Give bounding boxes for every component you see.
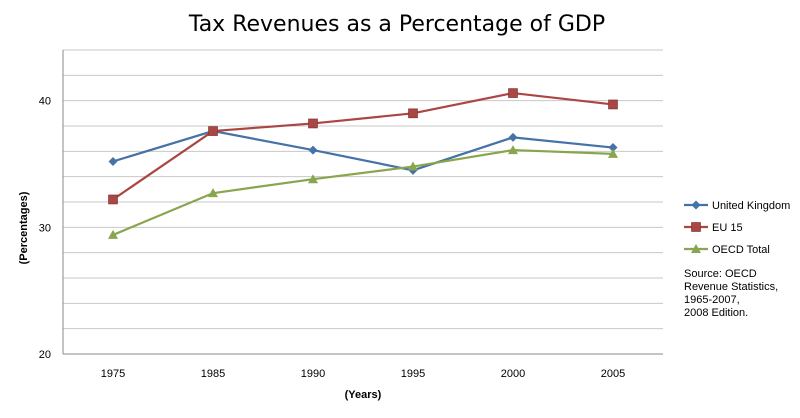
- legend-marker: [691, 222, 701, 232]
- y-tick-label: 40: [39, 96, 51, 108]
- legend-marker: [691, 200, 701, 210]
- data-point-eu-15: [508, 88, 518, 98]
- x-tick-label: 1990: [301, 368, 325, 380]
- data-point-united-kingdom: [508, 132, 518, 142]
- y-axis-label: (Percentages): [18, 191, 30, 264]
- x-tick-label: 2000: [501, 368, 525, 380]
- chart-title: Tax Revenues as a Percentage of GDP: [188, 12, 605, 37]
- data-point-eu-15: [208, 126, 218, 136]
- series-line-united-kingdom: [112, 129, 614, 172]
- data-point-oecd-total: [308, 174, 318, 184]
- series-line-eu-15: [112, 91, 614, 201]
- grid: [62, 49, 663, 355]
- data-point-oecd-total: [108, 229, 118, 239]
- x-tick-label: 1985: [201, 368, 225, 380]
- y-tick-label: 30: [39, 222, 51, 234]
- data-point-eu-15: [608, 99, 618, 110]
- legend-label: OECD Total: [712, 244, 770, 256]
- legend: United Kingdom EU 15 OECD Total: [684, 200, 790, 256]
- y-tick-label: 20: [39, 349, 51, 361]
- x-tick-label: 1995: [401, 368, 425, 380]
- y-ticks: 20 30 40: [39, 96, 51, 361]
- series-line-oecd-total: [112, 148, 614, 236]
- source-note: Source: OECD Revenue Statistics, 1965-20…: [684, 268, 779, 319]
- data-point-oecd-total: [208, 188, 218, 198]
- data-point-eu-15: [308, 118, 318, 129]
- x-ticks: 1975 1985 1990 1995 2000 2005: [101, 368, 625, 380]
- data-point-united-kingdom: [608, 143, 618, 153]
- data-point-oecd-total: [408, 161, 418, 171]
- x-tick-label: 1975: [101, 368, 125, 380]
- x-axis-label: (Years): [345, 389, 382, 401]
- data-point-eu-15: [108, 194, 118, 205]
- data-point-oecd-total: [608, 148, 618, 158]
- data-point-eu-15: [408, 108, 418, 119]
- legend-label: United Kingdom: [712, 200, 790, 212]
- data-point-united-kingdom: [108, 156, 118, 166]
- data-point-oecd-total: [508, 145, 518, 155]
- series-layer: [108, 88, 618, 239]
- legend-label: EU 15: [712, 222, 743, 234]
- x-tick-label: 2005: [601, 368, 625, 380]
- legend-marker: [691, 244, 701, 253]
- data-point-united-kingdom: [308, 145, 318, 155]
